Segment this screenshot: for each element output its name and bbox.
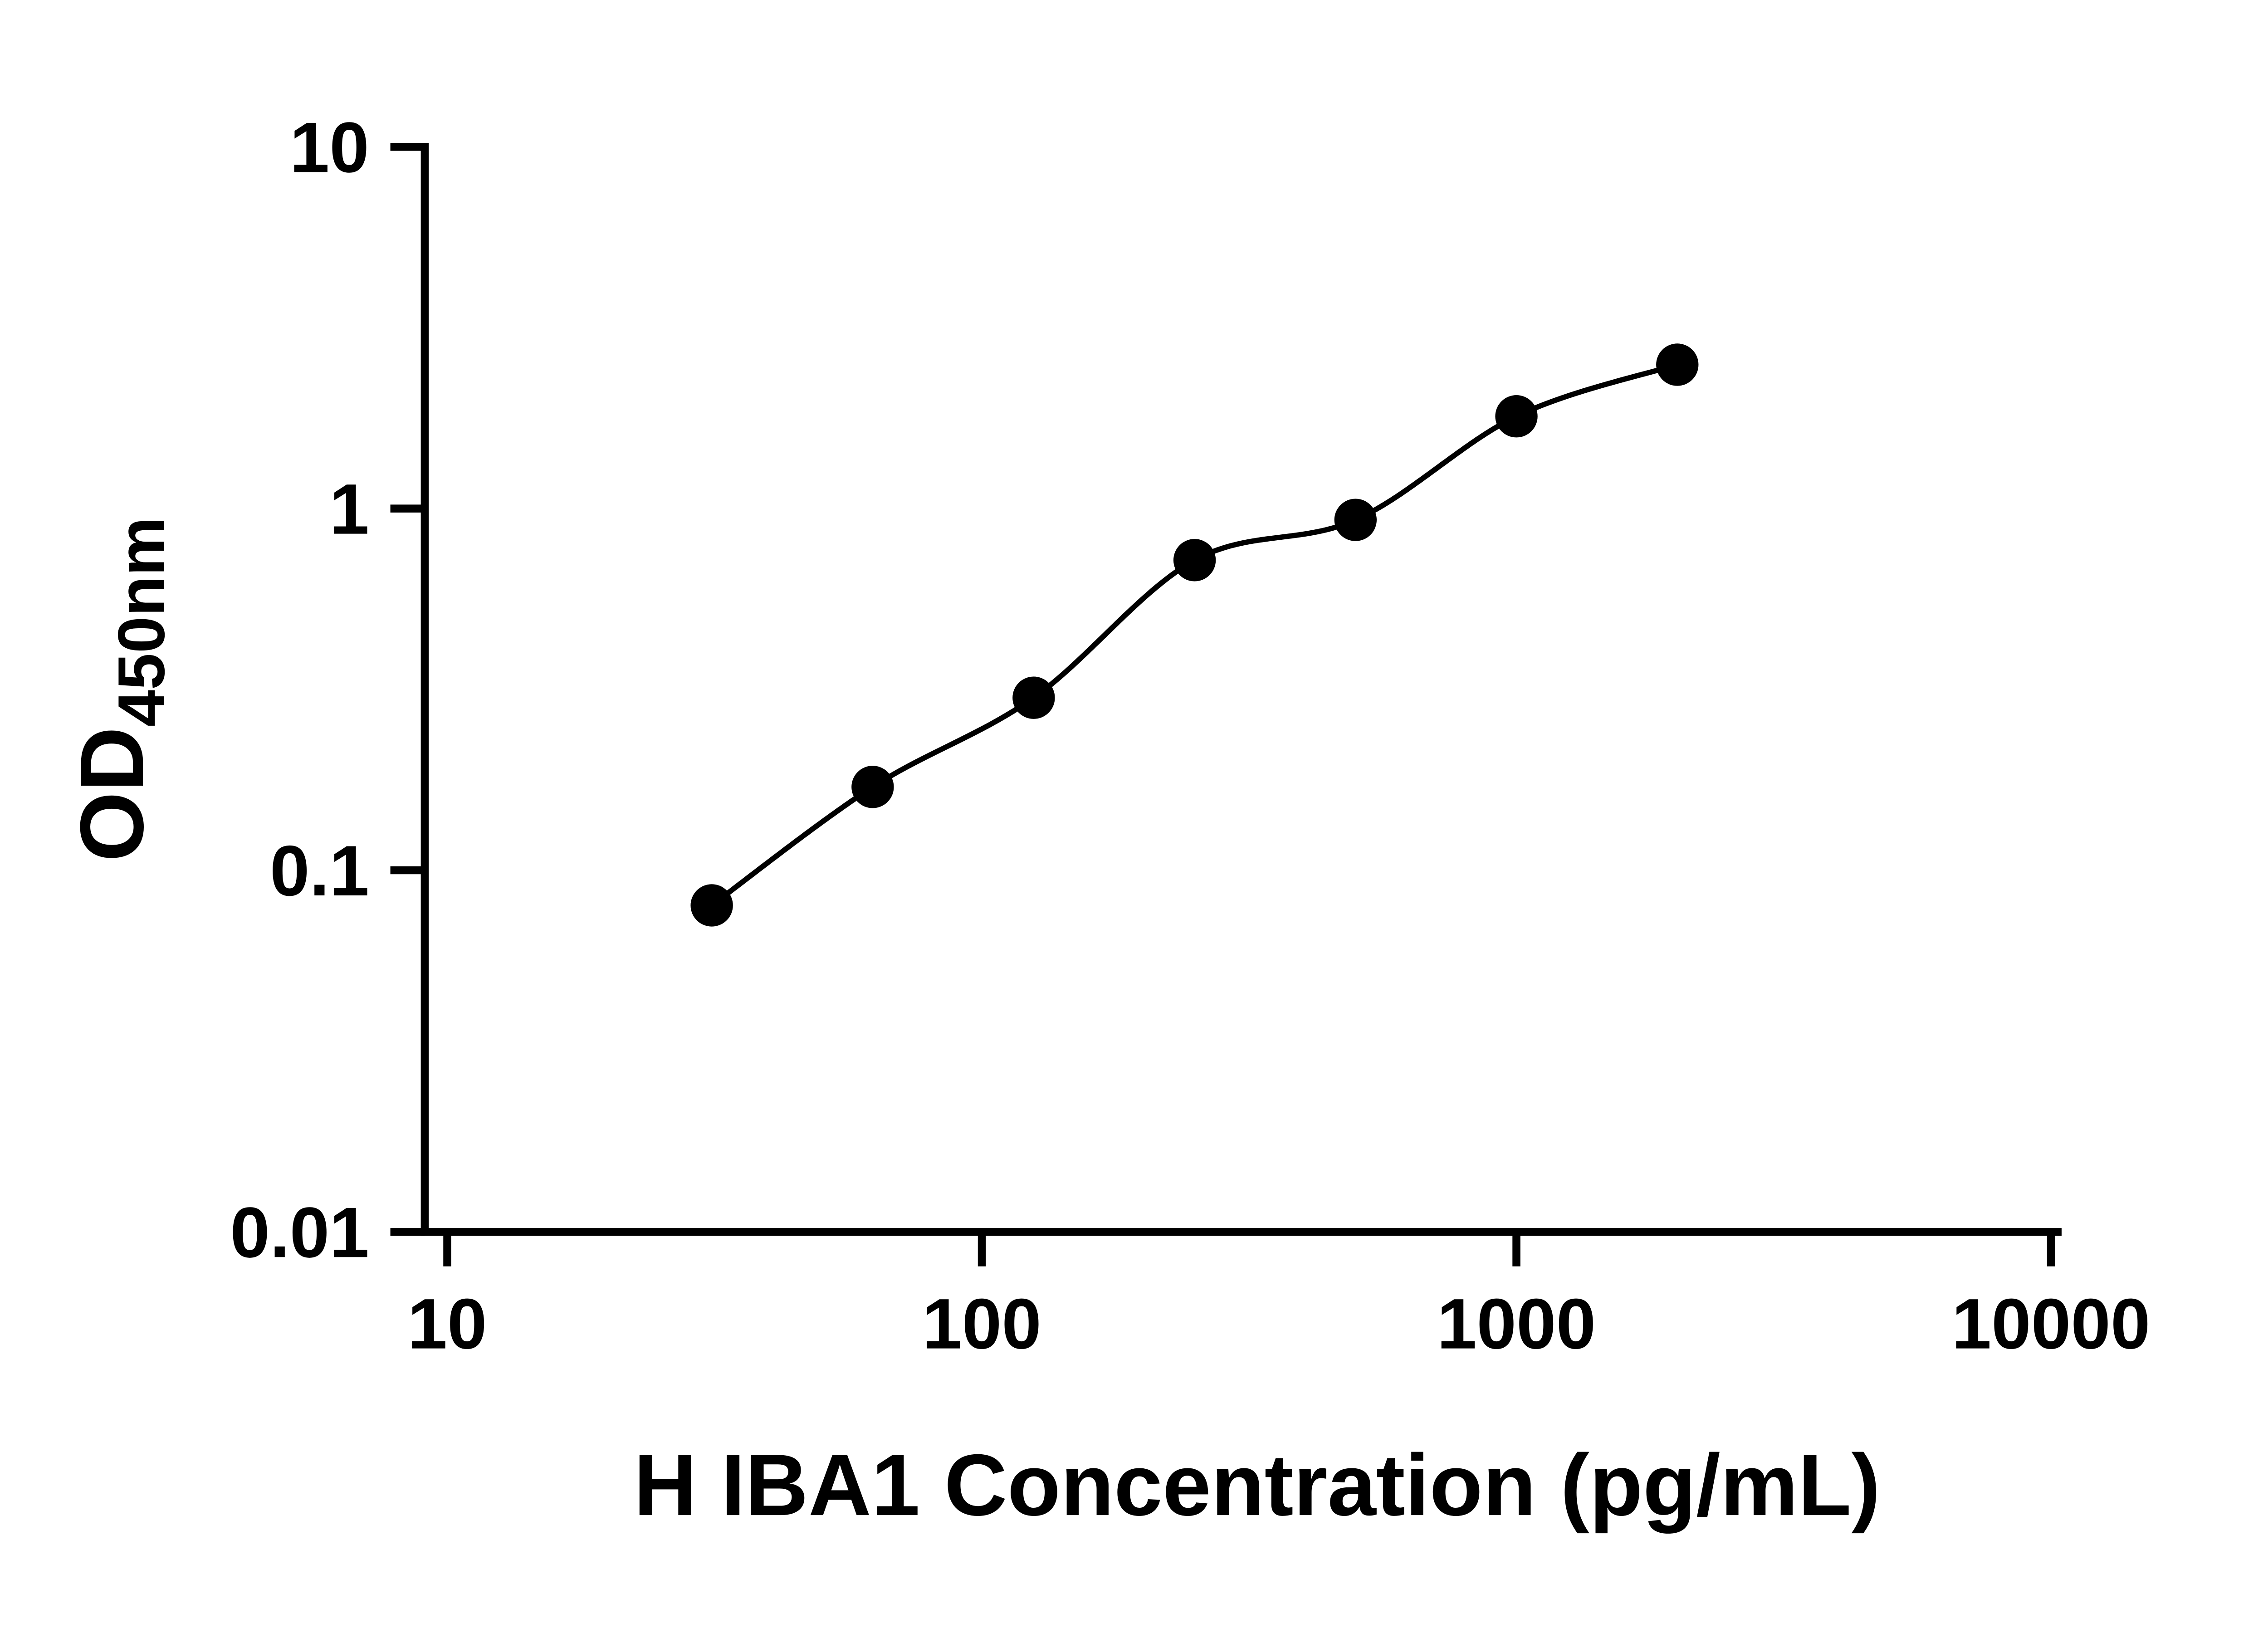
x-tick-label: 10 [407, 1284, 487, 1364]
data-point [1334, 499, 1377, 541]
data-point [851, 766, 894, 808]
data-point [690, 884, 733, 927]
y-tick-label: 0.1 [270, 831, 369, 911]
axis-ticks [390, 143, 2055, 1266]
data-point [1173, 539, 1216, 582]
fit-curve [710, 362, 1678, 908]
data-point [1656, 343, 1699, 386]
standard-curve-chart: 10 100 1000 10000 10 1 0.1 0.01 H IBA1 Concentr… [62, 108, 2151, 1534]
tick-labels: 10 100 1000 10000 10 1 0.1 0.01 [230, 108, 2150, 1364]
x-tick-label: 100 [922, 1284, 1041, 1364]
y-axis-title-subscript: 450nm [104, 517, 178, 727]
x-axis-title: H IBA1 Concentration (pg/mL) [634, 1436, 1881, 1534]
data-points [690, 343, 1699, 927]
y-tick-label: 10 [290, 108, 369, 187]
y-tick-label: 1 [329, 469, 369, 549]
axis-lines [420, 143, 2062, 1236]
x-tick-label: 10000 [1952, 1284, 2151, 1364]
elisa-standard-curve-figure: 10 100 1000 10000 10 1 0.1 0.01 H IBA1 Concentr… [62, 108, 2151, 1534]
x-tick-label: 1000 [1437, 1284, 1596, 1364]
y-tick-label: 0.01 [230, 1193, 369, 1272]
data-point [1012, 676, 1055, 719]
y-axis-title: OD450nm [62, 517, 178, 862]
data-point [1495, 395, 1538, 438]
y-axis-title-main: OD [62, 727, 162, 862]
axes [420, 143, 2062, 1236]
